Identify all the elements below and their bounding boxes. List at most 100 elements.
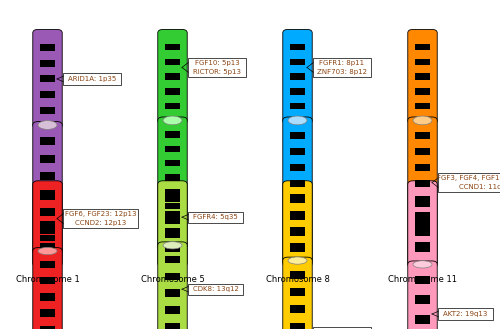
FancyBboxPatch shape (438, 308, 493, 319)
Bar (40, 44, 56, 51)
Bar (164, 232, 180, 238)
Ellipse shape (413, 261, 432, 268)
FancyBboxPatch shape (283, 30, 312, 124)
Bar (290, 305, 306, 313)
FancyBboxPatch shape (188, 284, 243, 295)
Bar (414, 315, 430, 324)
Text: Chromosome 8: Chromosome 8 (266, 275, 330, 284)
FancyBboxPatch shape (408, 30, 437, 124)
FancyBboxPatch shape (158, 117, 187, 266)
FancyBboxPatch shape (63, 209, 138, 228)
Bar (40, 137, 56, 145)
Bar (164, 306, 180, 314)
Bar (290, 271, 306, 279)
Bar (290, 88, 306, 95)
Bar (414, 164, 430, 171)
Bar (290, 244, 306, 252)
Bar (414, 88, 430, 95)
Bar (164, 59, 180, 65)
Bar (290, 211, 306, 218)
Text: Chromosome 5: Chromosome 5 (140, 275, 204, 284)
Bar (164, 146, 180, 152)
Bar (414, 73, 430, 80)
FancyBboxPatch shape (313, 58, 371, 77)
Ellipse shape (163, 116, 182, 125)
Bar (414, 212, 430, 220)
Bar (40, 194, 56, 200)
Bar (290, 103, 306, 110)
Bar (414, 242, 430, 252)
FancyBboxPatch shape (188, 212, 243, 223)
Bar (290, 228, 306, 236)
FancyBboxPatch shape (33, 181, 62, 254)
Bar (164, 203, 180, 209)
Bar (40, 60, 56, 67)
Bar (164, 246, 180, 252)
FancyBboxPatch shape (438, 173, 500, 192)
Bar (40, 155, 56, 163)
FancyBboxPatch shape (158, 242, 187, 329)
Bar (164, 73, 180, 80)
Bar (290, 288, 306, 296)
Bar (40, 208, 56, 216)
Bar (414, 295, 430, 304)
Bar (164, 217, 180, 224)
Bar (414, 59, 430, 65)
Bar (40, 235, 56, 241)
Bar (290, 212, 306, 220)
Bar (40, 208, 56, 214)
Bar (290, 132, 306, 139)
Bar (164, 160, 180, 166)
Text: Chromosome 11: Chromosome 11 (388, 275, 457, 284)
Bar (414, 244, 430, 252)
FancyBboxPatch shape (408, 261, 437, 329)
Bar (414, 103, 430, 110)
Bar (164, 228, 180, 235)
Bar (40, 310, 56, 316)
Bar (164, 290, 180, 297)
Bar (40, 75, 56, 83)
Bar (164, 272, 180, 280)
Text: FGFR4: 5q35: FGFR4: 5q35 (193, 214, 238, 220)
Bar (290, 148, 306, 155)
Bar (414, 44, 430, 50)
Bar (414, 196, 430, 207)
Bar (40, 91, 56, 98)
Bar (414, 219, 430, 229)
Text: CDK8: 13q12: CDK8: 13q12 (192, 286, 238, 292)
Bar (40, 190, 56, 198)
FancyBboxPatch shape (283, 181, 312, 264)
Bar (414, 180, 430, 188)
Bar (414, 132, 430, 139)
Bar (290, 322, 306, 329)
FancyBboxPatch shape (283, 117, 312, 266)
Ellipse shape (288, 257, 307, 264)
Bar (414, 196, 430, 204)
Bar (40, 221, 56, 228)
Ellipse shape (38, 247, 57, 255)
Text: FGF3, FGF4, FGF19: 11q13
CCND1: 11q13: FGF3, FGF4, FGF19: 11q13 CCND1: 11q13 (438, 175, 500, 190)
Bar (290, 243, 306, 250)
Bar (40, 325, 56, 329)
Bar (164, 131, 180, 138)
FancyBboxPatch shape (63, 73, 121, 85)
Bar (290, 59, 306, 65)
Text: FGFR1: 8p11
ZNF703: 8p12: FGFR1: 8p11 ZNF703: 8p12 (317, 60, 367, 75)
Bar (290, 196, 306, 204)
Text: ARID1A: 1p35: ARID1A: 1p35 (68, 76, 116, 82)
Bar (290, 164, 306, 171)
Bar (164, 174, 180, 181)
Ellipse shape (413, 116, 432, 125)
FancyBboxPatch shape (283, 257, 312, 329)
Bar (164, 88, 180, 95)
Ellipse shape (38, 121, 57, 129)
Text: AKT2: 19q13: AKT2: 19q13 (444, 311, 488, 317)
FancyBboxPatch shape (313, 327, 371, 329)
Bar (164, 44, 180, 50)
Bar (164, 189, 180, 195)
Bar (164, 194, 180, 202)
Text: Chromosome 1: Chromosome 1 (16, 275, 80, 284)
Bar (40, 243, 56, 251)
Bar (164, 256, 180, 263)
Bar (40, 261, 56, 268)
